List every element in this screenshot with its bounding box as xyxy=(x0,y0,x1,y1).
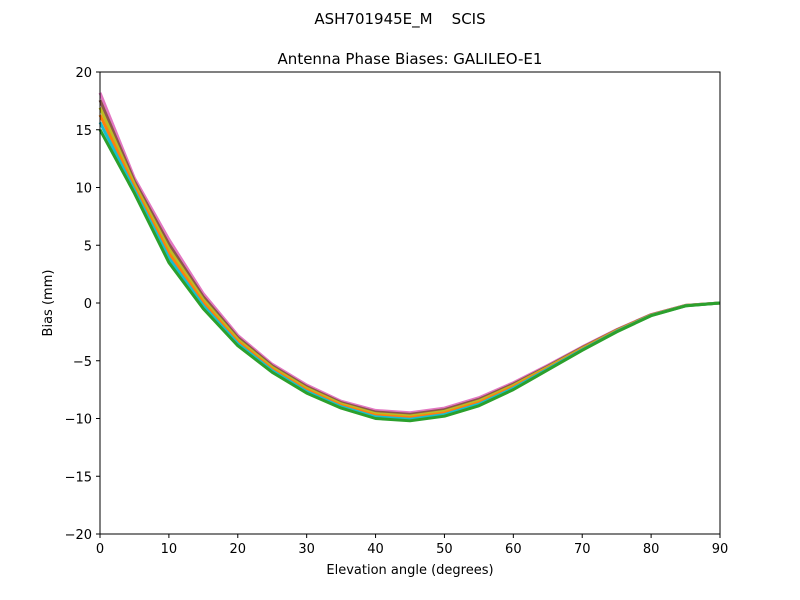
series-line-1 xyxy=(98,99,721,416)
series-lines xyxy=(98,92,721,423)
y-tick-label: 10 xyxy=(75,182,92,197)
plot-frame xyxy=(99,71,721,535)
y-axis-label: Bias (mm) xyxy=(41,270,56,337)
x-tick-label: 10 xyxy=(161,542,178,557)
x-tick-label: 20 xyxy=(230,542,247,557)
axis-ticks: 0 10 20 30 40 50 60 70 80 90 −20 −15 −10 −5 0 5 10 15 20 xyxy=(65,66,729,557)
y-tick-label: 0 xyxy=(84,297,92,312)
x-tick-label: 0 xyxy=(96,542,104,557)
x-tick-label: 60 xyxy=(505,542,522,557)
x-tick-label: 70 xyxy=(574,542,591,557)
series-line-5 xyxy=(98,129,721,423)
series-line-0 xyxy=(98,92,721,415)
series-line-2 xyxy=(98,106,721,418)
y-tick-label: 20 xyxy=(75,66,92,81)
y-tick-label: 15 xyxy=(75,124,92,139)
x-axis-label: Elevation angle (degrees) xyxy=(326,563,493,578)
x-tick-label: 90 xyxy=(712,542,729,557)
y-tick-label: −20 xyxy=(65,528,92,543)
series-line-3 xyxy=(98,114,721,420)
chart-suptitle: ASH701945E_M SCIS xyxy=(314,10,485,29)
y-tick-label: 5 xyxy=(84,239,92,254)
chart-title: Antenna Phase Biases: GALILEO-E1 xyxy=(278,50,543,68)
y-tick-label: −15 xyxy=(65,470,92,485)
x-tick-label: 40 xyxy=(367,542,384,557)
x-tick-label: 30 xyxy=(298,542,315,557)
y-tick-label: −10 xyxy=(65,413,92,428)
x-tick-label: 80 xyxy=(643,542,660,557)
series-line-4 xyxy=(98,121,721,421)
x-tick-label: 50 xyxy=(436,542,453,557)
y-tick-label: −5 xyxy=(73,355,92,370)
